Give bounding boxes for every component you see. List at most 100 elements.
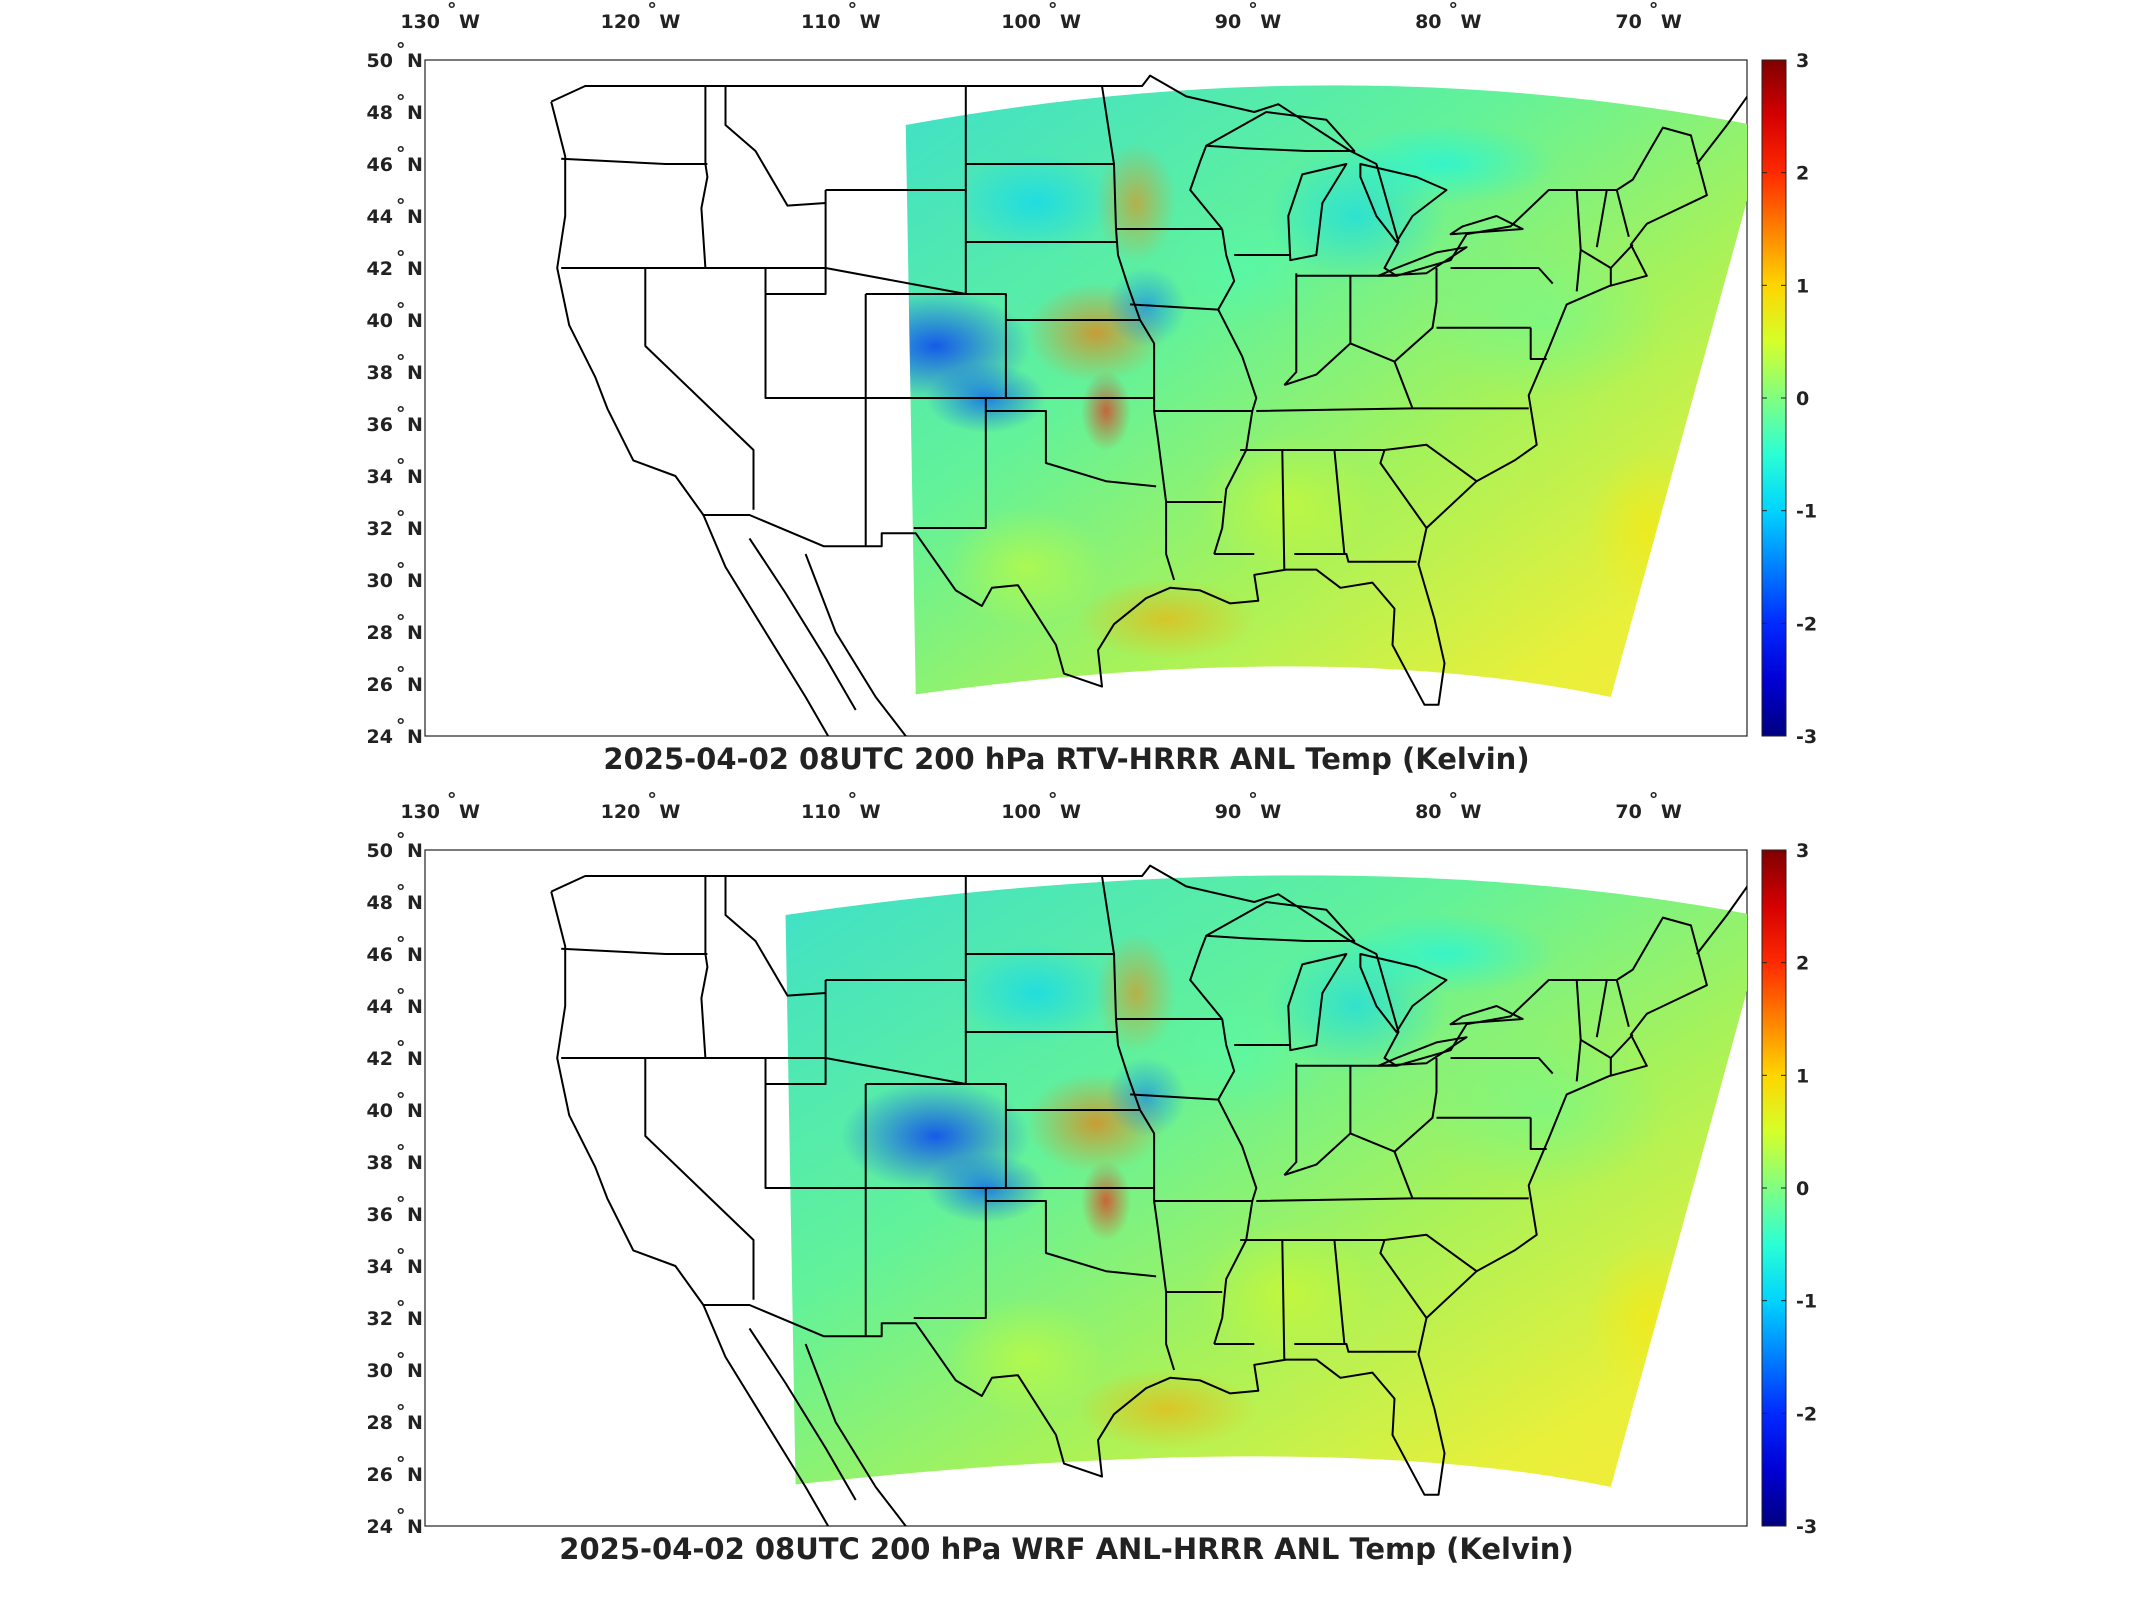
lat-tick-degree: 36 <box>367 414 393 436</box>
lat-tick-dir: N <box>407 362 423 384</box>
degree-sign: ° <box>396 403 406 425</box>
lon-tick-degree: 70 <box>1615 11 1641 33</box>
degree-sign: ° <box>396 247 406 269</box>
state-border-line <box>985 410 1157 488</box>
mexico-coastline <box>804 1343 907 1526</box>
lat-tick-dir: N <box>407 570 423 592</box>
lon-tick-dir: W <box>1461 801 1482 823</box>
lat-tick-dir: N <box>407 726 423 748</box>
state-border-line <box>1334 449 1428 529</box>
degree-sign: ° <box>447 790 457 811</box>
lat-tick-dir: N <box>407 944 423 966</box>
lat-tick-dir: N <box>407 996 423 1018</box>
state-border-line <box>1283 273 1298 386</box>
colorbar-tick-label: -3 <box>1796 1516 1817 1538</box>
degree-sign: ° <box>396 829 406 851</box>
degree-sign: ° <box>396 1505 406 1527</box>
colorbar-tick-label: -2 <box>1796 613 1817 635</box>
lon-tick-dir: W <box>1661 11 1682 33</box>
degree-sign: ° <box>396 1193 406 1215</box>
state-border-line <box>1283 1058 1438 1176</box>
state-border-line <box>1384 1233 1478 1273</box>
state-border-line <box>1450 267 1554 285</box>
state-border-line <box>985 1200 1157 1278</box>
state-border-line <box>1165 1292 1176 1371</box>
colorbar-tick-label: 2 <box>1796 953 1809 975</box>
map-title-rtv: 2025-04-02 08UTC 200 hPa RTV-HRRR ANL Te… <box>603 742 1530 776</box>
degree-sign: ° <box>396 663 406 685</box>
lon-tick-degree: 90 <box>1215 11 1241 33</box>
lat-tick-dir: N <box>407 1516 423 1538</box>
colorbar-tick-label: 2 <box>1796 163 1809 185</box>
lat-tick-degree: 48 <box>367 892 393 914</box>
degree-sign: ° <box>1449 0 1459 21</box>
lon-tick-degree: 100 <box>1001 11 1041 33</box>
colorbar-tick-label: -1 <box>1796 1291 1817 1313</box>
lat-tick-dir: N <box>407 310 423 332</box>
state-border-line <box>1294 1239 1348 1345</box>
degree-sign: ° <box>396 1141 406 1163</box>
state-border-line <box>1189 935 1223 1020</box>
great-lake <box>1449 215 1524 236</box>
colorbar-tick-label: 3 <box>1796 840 1809 862</box>
state-border-line <box>765 190 827 295</box>
great-lake <box>1377 1036 1468 1067</box>
degree-sign: ° <box>396 881 406 903</box>
lat-tick-dir: N <box>407 50 423 72</box>
state-border-line <box>1595 979 1608 1038</box>
state-border-line <box>1393 361 1414 409</box>
state-border-line <box>1281 449 1286 570</box>
lat-tick-degree: 26 <box>367 1464 393 1486</box>
state-border-line <box>1529 327 1547 360</box>
state-border-line <box>1283 1063 1298 1176</box>
lat-tick-degree: 26 <box>367 674 393 696</box>
lat-tick-degree: 46 <box>367 154 393 176</box>
state-border-line <box>764 1058 866 1189</box>
lat-tick-degree: 28 <box>367 622 393 644</box>
state-borders <box>550 864 1817 1526</box>
lon-tick-degree: 70 <box>1615 801 1641 823</box>
lon-tick-dir: W <box>1260 11 1281 33</box>
degree-sign: ° <box>848 0 858 21</box>
degree-sign: ° <box>396 611 406 633</box>
state-border-line <box>644 1058 755 1300</box>
state-border-line <box>913 398 987 529</box>
degree-sign: ° <box>396 559 406 581</box>
lat-tick-dir: N <box>407 892 423 914</box>
degree-sign: ° <box>1048 0 1058 21</box>
colorbar-tick-label: -1 <box>1796 501 1817 523</box>
lat-tick-dir: N <box>407 1360 423 1382</box>
lat-tick-degree: 50 <box>367 50 393 72</box>
state-border-line <box>764 268 866 399</box>
lat-tick-degree: 30 <box>367 1360 393 1382</box>
lat-tick-degree: 44 <box>367 206 393 228</box>
lat-tick-degree: 32 <box>367 518 393 540</box>
degree-sign: ° <box>396 1401 406 1423</box>
degree-sign: ° <box>396 1245 406 1267</box>
colorbar-tick-label: 0 <box>1796 388 1809 410</box>
canada-coastline <box>1807 985 1817 1011</box>
lon-tick-degree: 80 <box>1415 11 1441 33</box>
lat-tick-dir: N <box>407 1412 423 1434</box>
lon-tick-dir: W <box>860 11 881 33</box>
state-border-line <box>1615 189 1630 238</box>
map-panel-wrf: 130 ° W 120 ° W 110 ° W 100 ° W 90 ° W 80 ° W 70 ° W 50 ° N 48 ° N… <box>0 790 2133 1590</box>
lon-tick-degree: 120 <box>601 11 641 33</box>
lon-tick-dir: W <box>659 801 680 823</box>
state-border-line <box>1595 189 1608 248</box>
state-border-line <box>1281 1239 1286 1360</box>
state-border-line <box>1345 553 1417 563</box>
state-borders <box>550 74 1747 736</box>
state-border-line <box>1130 1093 1219 1101</box>
degree-sign: ° <box>848 790 858 811</box>
state-border-line <box>1294 449 1348 555</box>
degree-sign: ° <box>396 1297 406 1319</box>
mexico-coastline <box>748 1327 857 1501</box>
lat-tick-degree: 42 <box>367 258 393 280</box>
great-lake <box>1449 1005 1524 1026</box>
degree-sign: ° <box>396 299 406 321</box>
degree-sign: ° <box>1649 790 1659 811</box>
lat-tick-degree: 40 <box>367 1100 393 1122</box>
lat-tick-dir: N <box>407 102 423 124</box>
lat-tick-dir: N <box>407 414 423 436</box>
